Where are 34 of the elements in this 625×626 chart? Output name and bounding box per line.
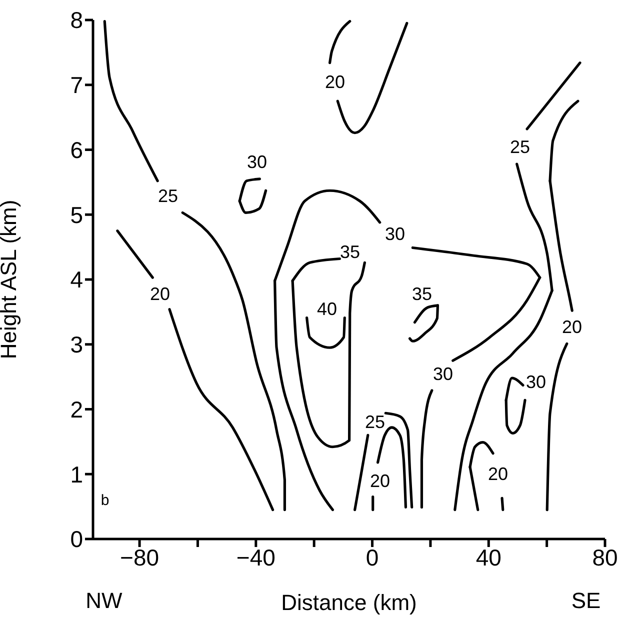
x-tick-label: 40	[476, 544, 502, 570]
x-tick-label: 80	[592, 544, 618, 570]
annotation: 25	[364, 412, 386, 432]
y-tick-label: 7	[70, 72, 83, 98]
text: NW	[86, 588, 122, 613]
annotation: 30	[432, 364, 454, 384]
annotation: 30	[384, 224, 406, 244]
y-axis-title: Height ASL (km)	[0, 200, 21, 360]
annotation: 20	[150, 284, 170, 304]
x-axis-title: Distance (km)	[281, 590, 417, 615]
annotation: 25	[158, 186, 178, 206]
x-tick-label: 0	[366, 544, 379, 570]
text: SE	[571, 588, 601, 613]
y-tick-label: 2	[70, 396, 83, 422]
x-tick-label: −40	[236, 544, 276, 570]
annotation: 40	[316, 299, 338, 319]
y-tick-label: 4	[70, 266, 84, 293]
y-tick-label: 1	[70, 461, 83, 488]
annotation: 30	[246, 152, 268, 172]
annotation: 35	[412, 284, 432, 304]
annotation: 20	[488, 464, 508, 484]
y-tick-label: 6	[70, 136, 83, 163]
y-tick-label: 5	[70, 202, 83, 228]
annotation: 25	[510, 137, 530, 157]
y-tick-label: 3	[70, 332, 83, 358]
annotation: 30	[526, 372, 546, 392]
x-tick-label: −80	[120, 544, 160, 570]
y-tick-label: 0	[70, 526, 83, 552]
annotation: b	[100, 492, 110, 509]
annotation: 20	[324, 72, 346, 92]
y-tick-label: 8	[70, 7, 83, 34]
annotation: 35	[340, 242, 360, 262]
annotation: 20	[370, 471, 390, 491]
annotation: 20	[562, 317, 582, 337]
